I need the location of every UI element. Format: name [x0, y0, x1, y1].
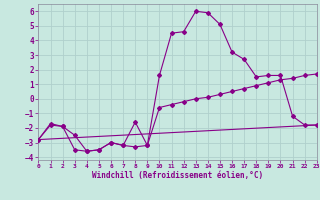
X-axis label: Windchill (Refroidissement éolien,°C): Windchill (Refroidissement éolien,°C) — [92, 171, 263, 180]
